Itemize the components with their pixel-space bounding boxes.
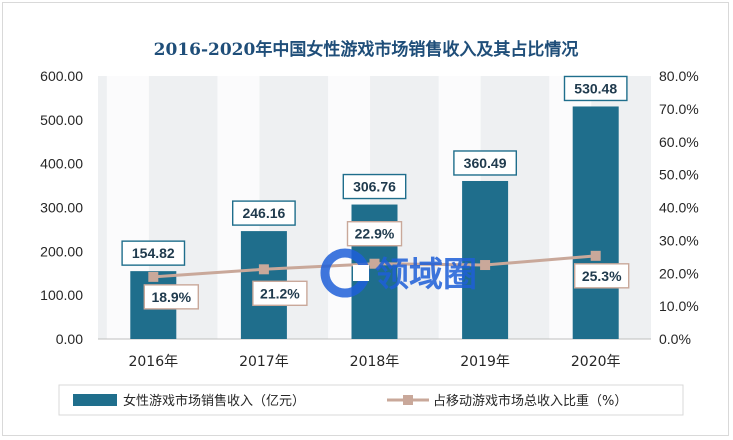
line-data-label-box bbox=[346, 221, 403, 247]
x-axis-tick-label: 2017年 bbox=[239, 354, 289, 370]
right-axis-tick-label: 20.0% bbox=[659, 265, 699, 281]
left-axis-tick-label: 300.00 bbox=[40, 200, 83, 216]
line-data-label: 22.9% bbox=[355, 226, 395, 242]
bar-data-label-box bbox=[563, 75, 628, 102]
line-data-label-box bbox=[574, 263, 630, 289]
right-axis-tick-label: 0.0% bbox=[659, 331, 691, 347]
bar-data-label-box bbox=[121, 240, 186, 266]
line-data-label-group: 18.9% bbox=[143, 284, 200, 310]
line-data-label-box bbox=[143, 284, 200, 310]
line-point bbox=[369, 258, 380, 269]
logo-c-gap bbox=[353, 265, 369, 281]
watermark-text: 领域圈 bbox=[375, 255, 477, 295]
bar-data-label-box bbox=[231, 200, 296, 226]
left-axis-tick-label: 0.00 bbox=[56, 331, 83, 347]
x-axis-tick-label: 2019年 bbox=[460, 354, 510, 370]
line-point bbox=[590, 250, 601, 261]
left-axis-tick-label: 100.00 bbox=[40, 287, 83, 303]
legend-label-bar: 女性游戏市场销售收入（亿元） bbox=[123, 393, 305, 409]
bar-data-label-group: 306.76 bbox=[342, 173, 407, 200]
right-axis-tick-label: 30.0% bbox=[659, 232, 699, 248]
bar-data-label-box bbox=[453, 150, 517, 176]
bar-data-label: 530.48 bbox=[574, 80, 617, 96]
right-axis-tick-label: 60.0% bbox=[659, 134, 699, 150]
bar-data-label-group: 246.16 bbox=[231, 200, 296, 226]
line-data-label-group: 21.2% bbox=[252, 280, 308, 307]
line-data-label-group: 25.3% bbox=[574, 263, 630, 289]
left-axis-tick-label: 500.00 bbox=[40, 112, 83, 128]
line-data-label: 25.3% bbox=[582, 268, 622, 284]
line-data-label: 21.2% bbox=[260, 285, 300, 301]
bar-data-label-group: 530.48 bbox=[563, 75, 628, 102]
right-axis-tick-label: 10.0% bbox=[659, 298, 699, 314]
legend: 女性游戏市场销售收入（亿元） 占移动游戏市场总收入比重（%） bbox=[58, 384, 684, 416]
chart-svg: 2016-2020年中国女性游戏市场销售收入及其占比情况 0.00 100.00 20… bbox=[40, 39, 699, 416]
left-axis-tick-label: 600.00 bbox=[40, 68, 83, 84]
x-axis-tick-label: 2016年 bbox=[128, 354, 178, 370]
chart-frame: 2016-2020年中国女性游戏市场销售收入及其占比情况 0.00 100.00 20… bbox=[2, 2, 729, 436]
legend-box bbox=[58, 384, 684, 416]
right-axis-tick-label: 40.0% bbox=[659, 200, 699, 216]
right-axis-tick-label: 50.0% bbox=[659, 167, 699, 183]
bar bbox=[572, 106, 619, 339]
bar-data-label-box bbox=[342, 173, 407, 200]
bar-data-label: 306.76 bbox=[353, 179, 396, 195]
left-axis-tick-label: 400.00 bbox=[40, 156, 83, 172]
line-data-label-group: 22.9% bbox=[346, 221, 403, 247]
watermark: 领域圈 bbox=[320, 248, 477, 298]
bar-data-label: 154.82 bbox=[132, 245, 175, 261]
line-data-label: 18.9% bbox=[151, 289, 191, 305]
line-data-label-box bbox=[252, 280, 308, 307]
left-axis-tick-label: 200.00 bbox=[40, 243, 83, 259]
legend-swatch-bar bbox=[73, 394, 117, 406]
x-axis-tick-label: 2018年 bbox=[350, 354, 400, 370]
x-axis-tick-label: 2020年 bbox=[571, 354, 621, 370]
legend-swatch-marker bbox=[403, 395, 413, 405]
chart-title: 2016-2020年中国女性游戏市场销售收入及其占比情况 bbox=[154, 39, 579, 60]
right-axis-tick-label: 80.0% bbox=[659, 68, 699, 84]
legend-label-line: 占移动游戏市场总收入比重（%） bbox=[433, 393, 627, 409]
bar-data-label: 246.16 bbox=[242, 205, 285, 221]
line-point bbox=[258, 264, 269, 275]
bar bbox=[462, 180, 509, 339]
right-axis-tick-label: 70.0% bbox=[659, 101, 699, 117]
bar-data-label: 360.49 bbox=[464, 155, 507, 171]
line-point bbox=[148, 271, 159, 282]
bar-data-label-group: 360.49 bbox=[453, 150, 517, 176]
line-point bbox=[480, 260, 491, 271]
bar-data-label-group: 154.82 bbox=[121, 240, 186, 266]
